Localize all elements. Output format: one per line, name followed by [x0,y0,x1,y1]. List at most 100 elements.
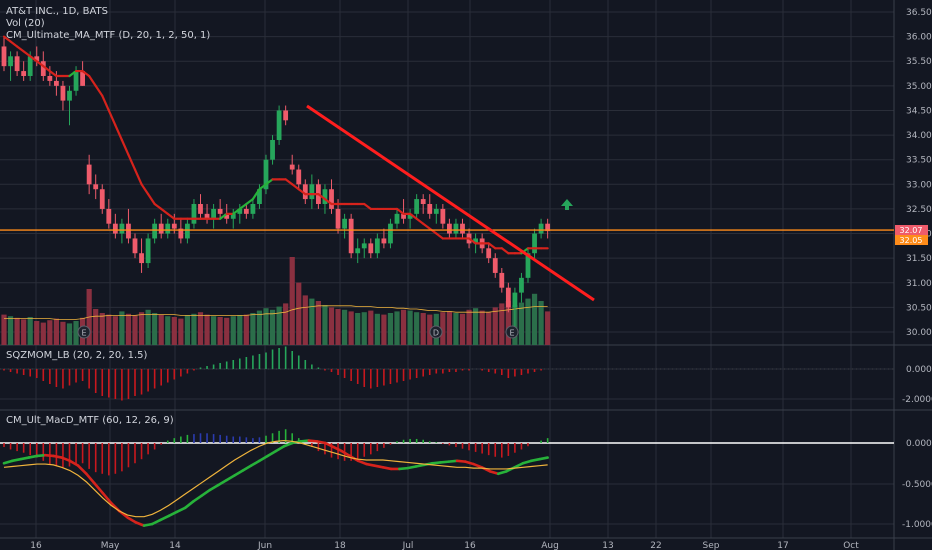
macd-segment [414,463,426,468]
volume-bar [21,319,27,345]
ma-segment [264,178,274,186]
volume-bar [7,316,14,345]
time-tick: Sep [703,541,720,550]
ma-segment [395,207,405,215]
candle-body [447,223,452,234]
price-tag-upper-text: 32.07 [900,226,923,235]
candle-body [440,208,446,224]
candle-body [473,238,478,244]
event-marker-dividend[interactable]: D [429,325,443,339]
macd-segment [27,454,39,459]
ma-segment [81,69,91,78]
ma-segment [42,65,51,73]
ma-indicator-label[interactable]: CM_Ultimate_MA_MTF (D, 20, 1, 2, 50, 1) [6,30,210,41]
candle-body [289,164,295,170]
volume-bar [73,321,79,345]
volume-bar [184,315,190,345]
time-tick: 16 [30,541,42,550]
volume-bar [525,298,531,345]
macd-segment [241,464,253,472]
ultimate-ma-line [2,35,549,255]
ma-segment [147,193,156,206]
candle-body [119,223,125,234]
macd-segment [208,483,220,492]
ma-segment [16,45,25,53]
candle-body [204,213,210,219]
candlesticks[interactable] [1,36,551,332]
volume-bar [204,314,210,345]
descending-trendline[interactable] [306,104,595,302]
price-tick: 30.00 [906,328,932,338]
volume-bar [545,311,551,345]
macd-indicator-label[interactable]: CM_Ult_MacD_MTF (60, 12, 26, 9) [6,415,174,426]
macd-segment [307,439,319,443]
candle-body [27,56,33,76]
time-tick: 17 [777,541,788,550]
candle-body [401,213,406,219]
candle-body [276,110,282,140]
volume-bar [99,313,105,345]
sqzmom-indicator-label[interactable]: SQZMOM_LB (20, 2, 20, 1.5) [6,350,147,361]
volume-bar [230,316,236,345]
macd-segment [529,457,541,463]
price-axis[interactable]: 36.50 36.00 35.50 35.00 34.50 34.00 33.50 33.00… [906,8,932,338]
time-axis[interactable]: 16 May 14 Jun 18 Jul 16 Aug 13 22 Sep 17… [30,541,859,550]
macd-segment [126,516,138,524]
volume-indicator-label[interactable]: Vol (20) [6,18,45,29]
volume-bar [263,308,269,345]
volume-bar [440,312,446,345]
volume-bar [224,317,230,345]
ma-segment [487,242,497,250]
symbol-title[interactable]: AT&T INC., 1D, BATS [6,6,108,17]
volume-bar [335,309,341,345]
candle-body [106,208,112,224]
macd-segment [299,439,311,443]
volume-bar [138,312,145,345]
candle-body [329,189,334,209]
candle-body [453,223,459,234]
volume-bar [47,320,53,345]
time-tick: Aug [541,541,559,550]
volume-bar [27,317,33,345]
macd-segment [315,440,327,445]
ma-segment [251,188,261,201]
event-marker-earnings-1[interactable]: E [77,325,91,339]
ma-segment [323,197,333,206]
macd-segment [134,521,146,527]
price-tag-lower: 32.05 [895,235,928,245]
volume-bar [328,307,335,345]
ma-segment [232,207,241,215]
volume-bar [355,313,361,345]
volume-bar [250,313,256,345]
ma-segment [160,207,169,215]
macd-segment [356,459,368,466]
macd-segment [192,494,203,503]
volume-bar [361,312,367,345]
event-marker-earnings-2[interactable]: E [505,325,519,339]
volume-bar [112,316,118,345]
macd-segment [200,488,212,497]
volume-bar [289,257,295,345]
candle-body [152,223,158,239]
candle-body [342,218,347,229]
candle-body [374,238,380,254]
volume-bar [479,310,485,345]
ma-segment [29,55,38,63]
ma-segment [114,124,124,142]
candle-body [270,140,275,160]
candle-body [211,208,216,219]
volume-bar [315,301,321,345]
volume-bar [492,307,498,345]
volume-bar [132,315,138,345]
macd-segment [2,459,14,465]
ma-segment [88,74,97,87]
macd-segment [93,482,105,495]
volume-bar [531,293,538,345]
volume-bar [518,302,525,345]
price-tick: 32.50 [906,205,932,215]
macd-segment [35,453,47,458]
candle-body [158,223,164,234]
candle-body [54,80,59,86]
